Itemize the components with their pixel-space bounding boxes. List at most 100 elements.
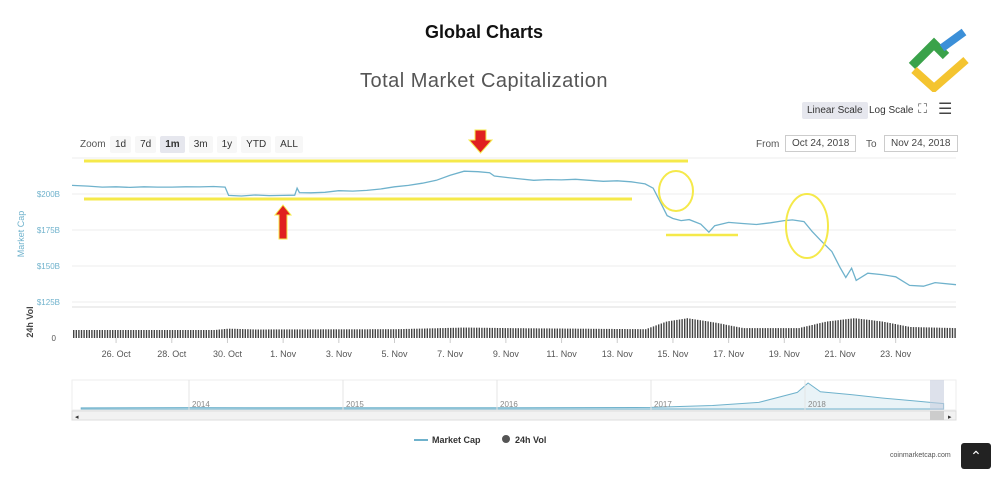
volume-bar bbox=[691, 319, 694, 338]
volume-bar bbox=[385, 329, 387, 338]
volume-bar bbox=[548, 328, 551, 338]
chevron-up-icon: ⌃ bbox=[970, 448, 982, 464]
volume-bar bbox=[733, 326, 735, 338]
volume-bar bbox=[265, 329, 267, 338]
volume-bar bbox=[421, 328, 423, 338]
volume-bar bbox=[535, 328, 538, 338]
linear-scale-button[interactable]: Linear Scale bbox=[802, 102, 868, 119]
volume-bar bbox=[247, 329, 249, 338]
credit-link[interactable]: coinmarketcap.com bbox=[890, 452, 951, 459]
navigator-scrollbar[interactable] bbox=[71, 410, 957, 421]
to-label: To bbox=[866, 139, 877, 150]
to-date-input[interactable]: Nov 24, 2018 bbox=[884, 135, 958, 152]
scroll-to-top-button[interactable]: ⌃ bbox=[961, 443, 991, 469]
navigator-year-label: 2015 bbox=[346, 400, 364, 409]
volume-bar bbox=[918, 327, 920, 338]
navigator-year-label: 2014 bbox=[192, 400, 210, 409]
volume-bar bbox=[863, 319, 865, 338]
volume-bar bbox=[273, 329, 275, 338]
volume-bar bbox=[884, 322, 886, 338]
legend-vol[interactable]: 24h Vol bbox=[515, 435, 546, 445]
legend-market-cap[interactable]: Market Cap bbox=[432, 435, 481, 445]
volume-bar bbox=[621, 329, 623, 338]
volume-bar bbox=[429, 328, 431, 338]
x-tick-label: 30. Oct bbox=[213, 349, 243, 359]
volume-bar bbox=[837, 320, 839, 338]
volume-bar bbox=[145, 330, 148, 338]
navigator-year-label: 2016 bbox=[500, 400, 518, 409]
volume-bar bbox=[413, 328, 415, 338]
volume-bar bbox=[801, 327, 803, 338]
y2-axis-title: 24h Vol bbox=[25, 306, 35, 337]
volume-bar bbox=[255, 329, 257, 338]
volume-bar bbox=[200, 330, 202, 338]
expand-icon[interactable]: ⛶ bbox=[918, 101, 928, 116]
volume-bar bbox=[899, 325, 902, 338]
volume-bar bbox=[403, 329, 405, 338]
volume-bar bbox=[174, 330, 176, 338]
annotation-circle-1 bbox=[658, 170, 694, 212]
volume-bar bbox=[101, 330, 103, 338]
volume-bar bbox=[637, 329, 639, 338]
volume-bar bbox=[478, 327, 480, 338]
scroll-left-icon[interactable]: ◂ bbox=[75, 414, 79, 421]
zoom-1m-button[interactable]: 1m bbox=[160, 136, 185, 153]
chart-title: Total Market Capitalization bbox=[359, 70, 609, 92]
zoom-1y-button[interactable]: 1y bbox=[216, 136, 238, 153]
volume-bar bbox=[702, 320, 704, 338]
zoom-7d-button[interactable]: 7d bbox=[135, 136, 157, 153]
volume-bar bbox=[754, 328, 756, 338]
volume-bar bbox=[491, 327, 493, 338]
volume-bar bbox=[746, 328, 748, 338]
log-scale-button[interactable]: Log Scale bbox=[869, 105, 914, 116]
volume-bar bbox=[751, 328, 753, 338]
navigator-selection[interactable] bbox=[930, 380, 944, 410]
volume-bar bbox=[444, 328, 447, 338]
volume-bar bbox=[650, 327, 652, 338]
volume-bar bbox=[717, 323, 720, 338]
volume-bar bbox=[756, 328, 759, 338]
volume-bar bbox=[309, 329, 311, 338]
zoom-buttons: 1d 7d 1m 3m 1y YTD ALL bbox=[110, 136, 303, 153]
volume-bar bbox=[894, 324, 896, 338]
volume-bar bbox=[312, 329, 314, 338]
volume-bar bbox=[598, 328, 600, 338]
navigator: 2014 2015 2016 2017 2018 ◂ ▸ bbox=[71, 379, 957, 421]
volume-bar bbox=[364, 329, 366, 338]
arrow-up-icon bbox=[273, 204, 293, 240]
volume-bar bbox=[580, 328, 582, 338]
volume-bar bbox=[850, 318, 852, 338]
volume-bar bbox=[463, 327, 465, 338]
from-date-input[interactable]: Oct 24, 2018 bbox=[785, 135, 857, 152]
zoom-ytd-button[interactable]: YTD bbox=[241, 136, 272, 153]
volume-bar bbox=[221, 329, 223, 338]
x-tick-label: 23. Nov bbox=[880, 349, 912, 359]
volume-bar bbox=[907, 326, 909, 338]
volume-bar bbox=[88, 330, 90, 338]
volume-bar bbox=[772, 328, 774, 338]
x-tick-label: 13. Nov bbox=[602, 349, 634, 359]
volume-bar bbox=[520, 328, 522, 338]
volume-bar bbox=[195, 330, 197, 338]
volume-bar bbox=[590, 328, 592, 338]
volume-bar bbox=[260, 329, 262, 338]
volume-bar bbox=[164, 330, 166, 338]
volume-bar bbox=[476, 327, 478, 338]
volume-bar bbox=[325, 329, 327, 338]
volume-bar bbox=[860, 319, 863, 338]
volume-bar bbox=[577, 328, 579, 338]
volume-bar bbox=[710, 321, 712, 338]
zoom-all-button[interactable]: ALL bbox=[275, 136, 303, 153]
volume-bar bbox=[294, 329, 296, 338]
volume-bar bbox=[728, 325, 730, 338]
zoom-1d-button[interactable]: 1d bbox=[110, 136, 132, 153]
hamburger-icon[interactable]: ☰ bbox=[938, 101, 953, 118]
volume-bar bbox=[382, 329, 384, 338]
volume-bar bbox=[223, 329, 226, 338]
zoom-3m-button[interactable]: 3m bbox=[188, 136, 213, 153]
volume-bar bbox=[470, 327, 473, 338]
scroll-right-icon[interactable]: ▸ bbox=[948, 414, 952, 421]
y2-tick-0: 0 bbox=[52, 334, 57, 343]
scrollbar-thumb[interactable] bbox=[930, 411, 944, 420]
volume-bar bbox=[182, 330, 184, 338]
